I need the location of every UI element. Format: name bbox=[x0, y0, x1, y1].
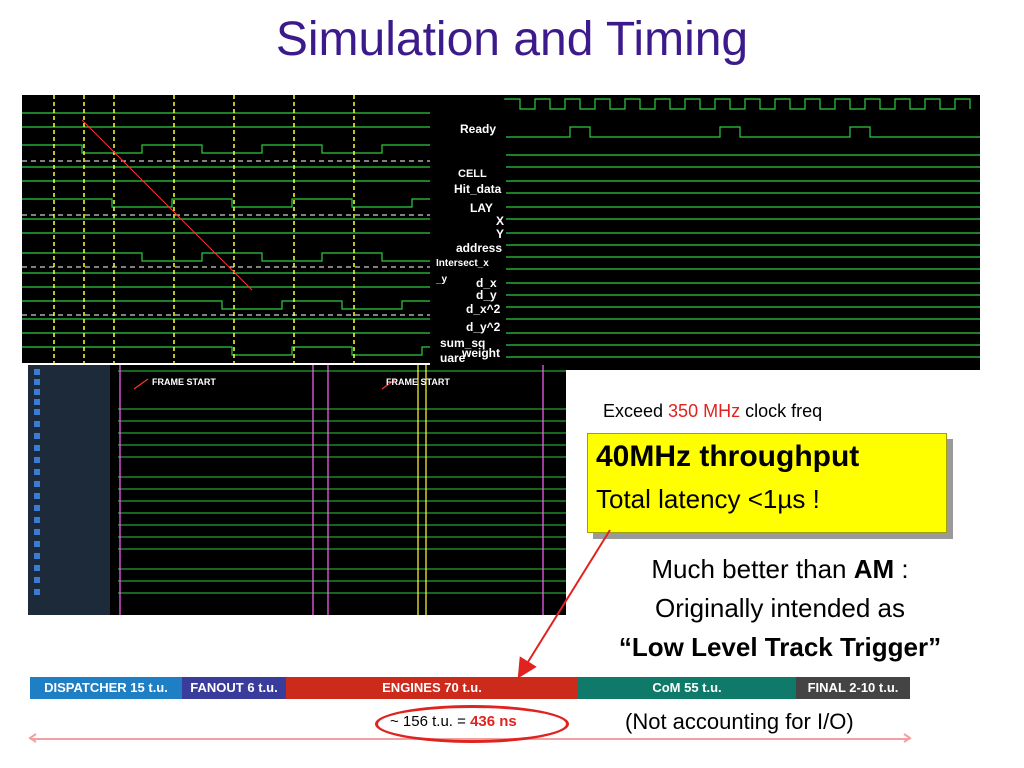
total-latency-highlight-ellipse bbox=[375, 705, 569, 743]
signal-label-x: X bbox=[496, 214, 505, 228]
frame-start-label-2: FRAME START bbox=[386, 377, 450, 387]
pipeline-segment-engines: ENGINES 70 t.u. bbox=[286, 677, 578, 699]
freq-value: 350 MHz bbox=[668, 401, 741, 421]
signal-label-d-x: d_x bbox=[476, 276, 497, 290]
clock-frequency-note: Exceed 350 MHz clock freq bbox=[603, 401, 822, 422]
signal-label-d-y: d_y bbox=[476, 288, 497, 302]
pipeline-timing-bar: DISPATCHER 15 t.u. FANOUT 6 t.u. ENGINES… bbox=[30, 677, 910, 699]
latency-text: Total latency <1µs ! bbox=[596, 484, 820, 514]
comparison-line-2: Originally intended as bbox=[654, 593, 906, 623]
signal-label-ready: Ready bbox=[460, 122, 497, 136]
pipeline-segment-final: FINAL 2-10 t.u. bbox=[796, 677, 910, 699]
pointer-arrow bbox=[517, 529, 611, 679]
signal-label-lay: LAY bbox=[470, 201, 493, 215]
slide-title: Simulation and Timing bbox=[275, 13, 749, 66]
signal-label-cell: CELL bbox=[458, 168, 487, 180]
signal-label-d-y2: d_y^2 bbox=[466, 320, 501, 334]
comparison-line-1: Much better than AM : bbox=[651, 554, 909, 584]
io-note: (Not accounting for I/O) bbox=[625, 709, 854, 734]
signal-label-d-x2: d_x^2 bbox=[466, 302, 501, 316]
signal-label-uare: uare bbox=[440, 351, 466, 365]
signal-label-weight: weight bbox=[462, 346, 500, 360]
signal-names-panel: Ready CELL Hit_data LAY X Y address Inte… bbox=[430, 100, 506, 368]
pipeline-segment-fanout: FANOUT 6 t.u. bbox=[182, 677, 286, 699]
freq-prefix: Exceed bbox=[603, 401, 669, 421]
waveform-bottom: FRAME START FRAME START bbox=[28, 365, 566, 615]
signal-label-intersect-y: _y bbox=[436, 274, 448, 285]
pipeline-segment-com: CoM 55 t.u. bbox=[578, 677, 796, 699]
pipeline-segment-dispatcher: DISPATCHER 15 t.u. bbox=[30, 677, 182, 699]
signal-label-hit-data: Hit_data bbox=[454, 182, 502, 196]
signal-label-sum-sq: sum_sq bbox=[440, 336, 486, 350]
comparison-line-3: “Low Level Track Trigger” bbox=[618, 632, 942, 662]
throughput-text: 40MHz throughput bbox=[596, 440, 860, 473]
freq-suffix: clock freq bbox=[740, 401, 823, 421]
comparison-text: Much better than AM : Originally intende… bbox=[570, 550, 990, 667]
signal-label-y: Y bbox=[496, 227, 505, 241]
waveform-left-top bbox=[22, 95, 502, 363]
frame-start-label-1: FRAME START bbox=[152, 377, 216, 387]
timeline-right-arrowhead bbox=[903, 733, 912, 743]
signal-label-address: address bbox=[456, 241, 503, 255]
signal-label-intersect-x: Intersect_x bbox=[436, 258, 489, 269]
throughput-highlight-box: 40MHz throughput Total latency <1µs ! bbox=[587, 433, 947, 533]
waveform-left-svg bbox=[22, 95, 502, 363]
waveform-right-svg bbox=[504, 98, 980, 358]
waveform-right-top bbox=[430, 95, 980, 370]
waveform-bottom-svg bbox=[28, 365, 566, 615]
